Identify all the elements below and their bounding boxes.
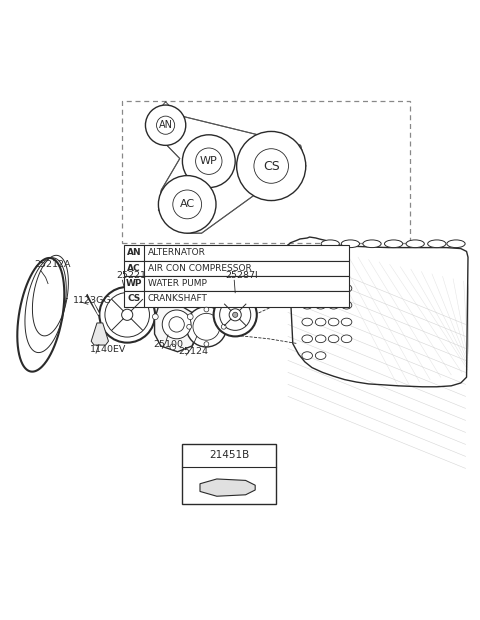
Circle shape [233,312,238,317]
Ellipse shape [328,301,339,309]
Ellipse shape [341,318,352,326]
Text: 25100: 25100 [154,340,183,349]
Circle shape [182,135,235,188]
Ellipse shape [341,301,352,309]
Polygon shape [91,323,108,345]
Ellipse shape [341,285,352,292]
Text: 1140EV: 1140EV [90,345,127,354]
Text: CS: CS [127,294,141,303]
Bar [124,245,349,260]
Ellipse shape [363,240,381,247]
Ellipse shape [302,301,312,309]
Circle shape [254,149,288,184]
Ellipse shape [315,268,326,275]
Circle shape [145,105,186,145]
Circle shape [173,190,202,219]
Text: WATER PUMP: WATER PUMP [148,279,207,288]
Circle shape [220,299,251,330]
Ellipse shape [302,268,312,275]
Bar [124,291,349,307]
Ellipse shape [341,240,360,247]
Circle shape [158,175,216,233]
Ellipse shape [302,285,312,292]
Bar [182,445,276,505]
Polygon shape [155,304,199,352]
Bar [124,276,349,291]
Circle shape [204,342,209,347]
Ellipse shape [321,240,339,247]
Bar [122,101,410,243]
Circle shape [229,309,241,321]
Circle shape [121,309,133,321]
Ellipse shape [302,318,312,326]
Ellipse shape [384,240,403,247]
Circle shape [187,314,193,319]
Text: 21451B: 21451B [209,450,249,460]
Circle shape [237,131,306,200]
Circle shape [221,324,226,329]
Circle shape [196,148,222,174]
Circle shape [156,116,175,135]
Polygon shape [200,479,255,496]
Circle shape [204,307,209,312]
Circle shape [214,293,257,337]
Ellipse shape [315,318,326,326]
Text: WP: WP [126,279,142,288]
Ellipse shape [341,335,352,343]
Circle shape [170,344,176,350]
Text: ALTERNATOR: ALTERNATOR [148,249,206,257]
Circle shape [105,293,149,337]
Text: AN: AN [158,120,173,130]
Circle shape [187,324,192,329]
Ellipse shape [328,335,339,343]
Ellipse shape [315,335,326,343]
Text: WP: WP [200,156,217,166]
Ellipse shape [302,352,312,360]
Bar [124,260,349,276]
Circle shape [193,313,220,340]
Text: 25287I: 25287I [226,271,258,280]
Ellipse shape [447,240,465,247]
Text: AC: AC [127,264,141,273]
Ellipse shape [328,268,339,275]
Circle shape [169,317,184,332]
Ellipse shape [315,352,326,360]
Ellipse shape [328,285,339,292]
Text: AC: AC [180,200,195,210]
Ellipse shape [406,240,424,247]
Ellipse shape [315,301,326,309]
Text: 25124: 25124 [179,347,208,356]
Text: CS: CS [263,159,279,172]
Circle shape [186,307,227,347]
Text: AIR CON COMPRESSOR: AIR CON COMPRESSOR [148,264,252,273]
Ellipse shape [428,240,446,247]
Text: 25221: 25221 [116,271,146,280]
Text: 1123GG: 1123GG [73,296,111,306]
Circle shape [162,310,191,339]
Circle shape [153,314,158,319]
Text: 25212A: 25212A [35,260,71,269]
Ellipse shape [315,285,326,292]
Circle shape [99,287,155,343]
Ellipse shape [302,335,312,343]
Text: CRANKSHAFT: CRANKSHAFT [148,294,208,303]
Ellipse shape [328,318,339,326]
Text: AN: AN [127,249,141,257]
